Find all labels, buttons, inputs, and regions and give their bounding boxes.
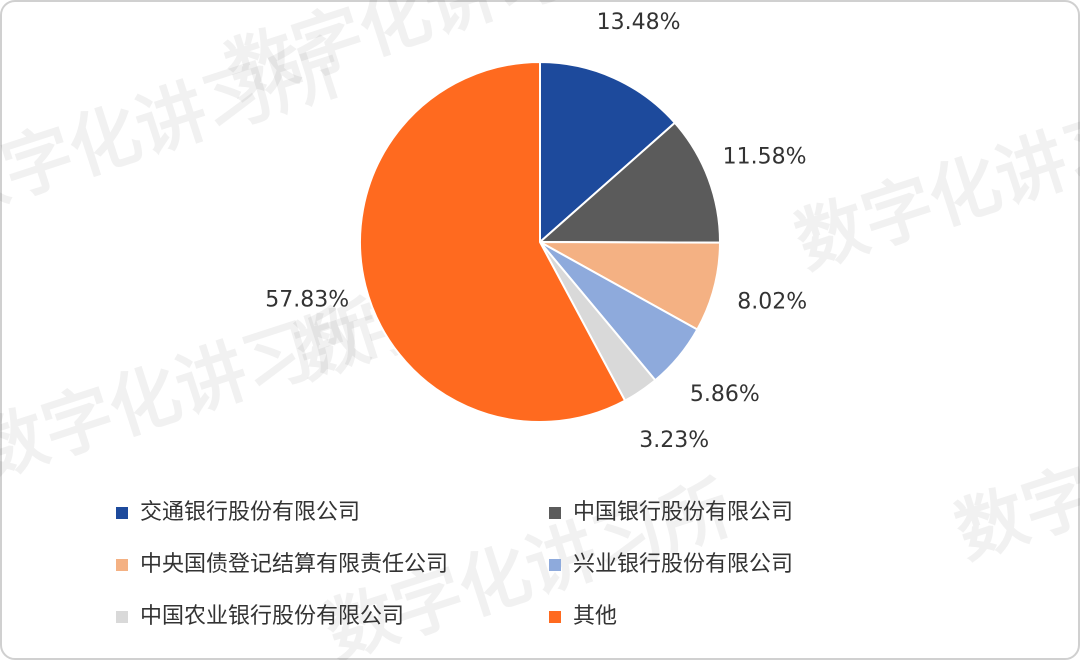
pie: 13.48% 11.58% 8.02% 5.86% 3.23% 57.83% xyxy=(265,10,807,453)
legend-swatch xyxy=(116,559,128,571)
legend-label: 其他 xyxy=(573,604,617,629)
data-label: 57.83% xyxy=(265,287,349,312)
pie-slice xyxy=(359,60,627,423)
legend-swatch xyxy=(549,611,561,623)
legend-label: 交通银行股份有限公司 xyxy=(140,500,360,525)
legend-label: 中央国债登记结算有限责任公司 xyxy=(140,552,448,577)
data-label: 11.58% xyxy=(723,144,807,169)
pie-slice xyxy=(539,60,677,245)
legend-swatch xyxy=(549,559,561,571)
legend-swatch xyxy=(549,507,561,519)
data-label: 13.48% xyxy=(597,10,681,35)
data-label: 3.23% xyxy=(639,428,709,453)
legend-label: 中国农业银行股份有限公司 xyxy=(140,604,404,629)
pie-slice xyxy=(539,241,722,331)
data-label: 8.02% xyxy=(737,290,807,315)
legend-swatch xyxy=(116,611,128,623)
legend-label: 兴业银行股份有限公司 xyxy=(573,552,793,577)
pie-slice xyxy=(537,121,721,244)
legend-swatch xyxy=(116,507,128,519)
data-label: 5.86% xyxy=(690,382,760,407)
legend-label: 中国银行股份有限公司 xyxy=(573,500,793,525)
